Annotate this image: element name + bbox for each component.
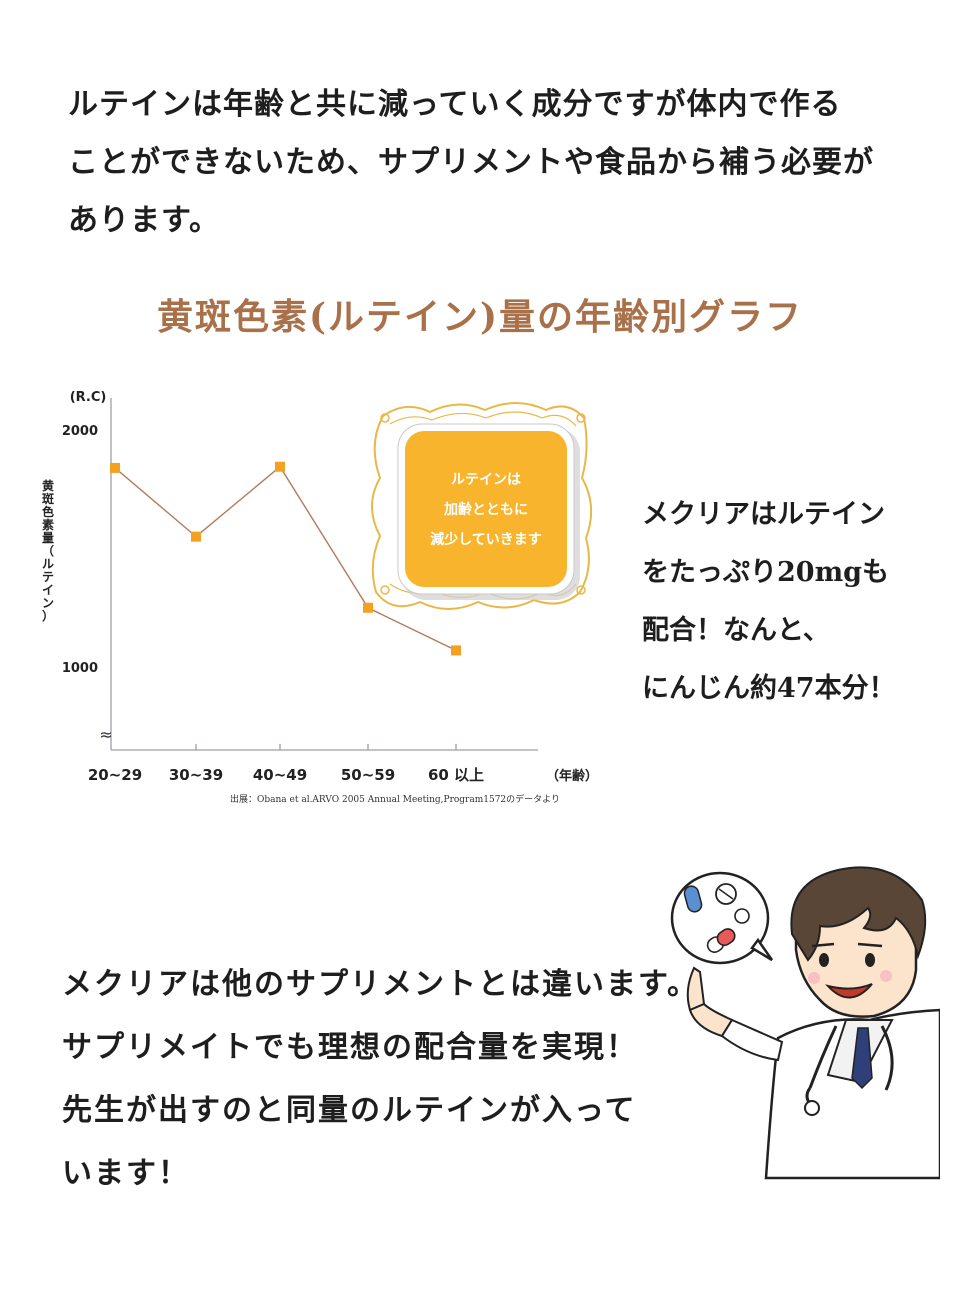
badge: ルテインは 加齢とともに 減少していきます — [371, 402, 593, 610]
y-axis-label-char: テ — [41, 570, 54, 584]
y-axis-label-char: 量 — [41, 531, 54, 545]
intro-line: ルテインは年齢と共に減っていく成分ですが体内で作る — [68, 87, 842, 122]
doctor-with-pills-icon — [670, 866, 940, 1180]
data-point — [363, 602, 373, 613]
data-point — [275, 461, 285, 472]
bottom-text: メクリアは他のサプリメントとは違います。 サプリメイトでも理想の配合量を実現！ … — [62, 953, 699, 1205]
x-tick-label: 30~39 — [169, 766, 223, 784]
x-tick-label: 50~59 — [341, 766, 395, 784]
side-line: 配合！なんと、 — [642, 615, 830, 646]
x-tick-label: 60 以上 — [428, 766, 484, 784]
badge-frame — [371, 402, 593, 610]
y-axis-label-char: 斑 — [41, 492, 54, 506]
y-tick-label: 2000 — [62, 424, 98, 439]
graph-title: 黄斑色素(ルテイン)量の年齢別グラフ — [156, 296, 804, 338]
y-axis-label-char: イ — [41, 583, 54, 597]
badge-line: 減少していきます — [430, 531, 542, 548]
y-axis-label-char: ン — [41, 596, 54, 610]
y-axis-label-char: 素 — [41, 518, 54, 532]
side-line: にんじん約47本分！ — [642, 673, 896, 704]
y-axis-label-char: 黄 — [41, 479, 54, 493]
y-axis-label: 黄斑色素量（ルテイン） — [37, 480, 59, 623]
intro-line: ことができないため、サプリメントや食品から補う必要が — [68, 145, 874, 180]
bottom-line: サプリメイトでも理想の配合量を実現！ — [62, 1030, 638, 1065]
x-tick-label: 20~29 — [88, 766, 142, 784]
side-text: メクリアはルテイン をたっぷり20mgも 配合！なんと、 にんじん約47本分！ — [642, 486, 896, 718]
intro-line: あります。 — [68, 203, 220, 238]
x-axis-label: （年齢） — [546, 768, 598, 784]
data-point — [110, 462, 120, 473]
badge-fill — [405, 431, 567, 587]
intro-text: ルテインは年齢と共に減っていく成分ですが体内で作る ことができないため、サプリメ… — [68, 76, 908, 250]
side-line: メクリアはルテイン — [642, 499, 885, 530]
data-point — [191, 531, 201, 542]
side-line: をたっぷり20mgも — [642, 557, 890, 588]
badge-line: ルテインは — [451, 472, 521, 488]
y-axis-label-char: ル — [41, 557, 54, 571]
x-tick-label: 40~49 — [253, 766, 307, 784]
y-unit-label: (R.C) — [70, 390, 107, 405]
y-axis-label-char: （ — [41, 544, 54, 558]
bottom-line: 先生が出すのと同量のルテインが入って — [62, 1093, 637, 1128]
bottom-line: メクリアは他のサプリメントとは違います。 — [62, 967, 699, 1002]
source-note: 出展：Obana et al.ARVO 2005 Annual Meeting,… — [230, 795, 560, 805]
y-tick-label: 1000 — [62, 661, 98, 676]
y-axis-label-char: ） — [41, 609, 54, 623]
bottom-line: います！ — [62, 1156, 190, 1191]
badge-line: 加齢とともに — [443, 501, 528, 518]
data-point — [451, 645, 461, 656]
axis-break-mark: ≈ — [99, 725, 112, 744]
y-axis-label-char: 色 — [41, 505, 54, 519]
lutein-age-chart: (R.C) 2000 1000 ≈ 20~29 30~39 40~49 50~59 60… — [62, 390, 598, 784]
